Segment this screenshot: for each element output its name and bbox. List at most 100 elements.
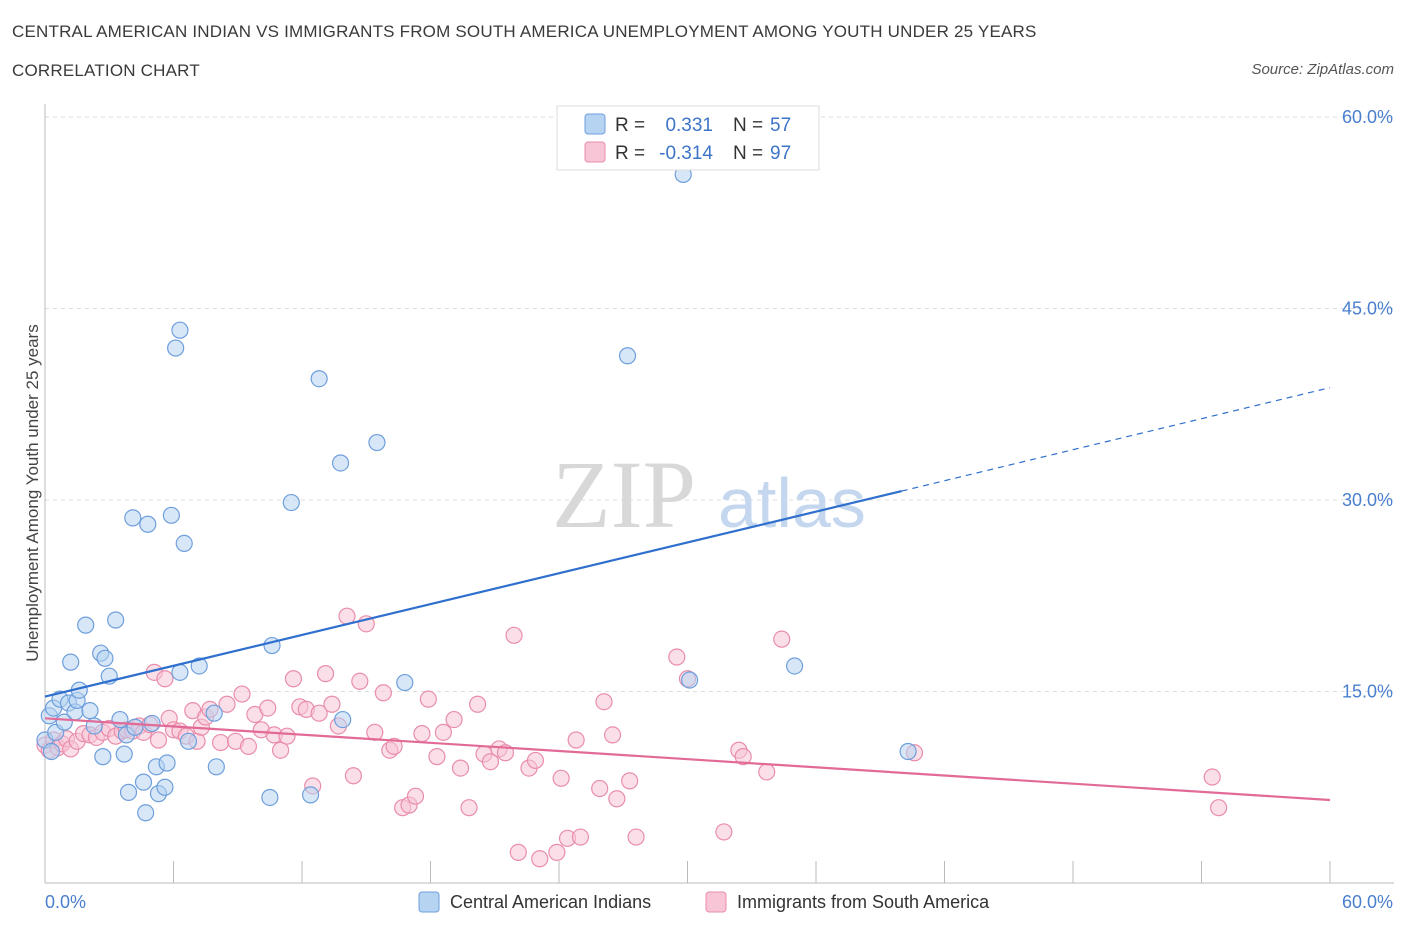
- trend-line-immigrants-from-south-america: [44, 717, 1331, 802]
- data-point-central-american-indians: [124, 509, 142, 527]
- data-point-immigrants-from-south-america: [385, 737, 403, 755]
- data-point-immigrants-from-south-america: [351, 672, 369, 690]
- data-point-central-american-indians: [94, 748, 112, 766]
- bottom-legend: Central American Indians Immigrants from…: [418, 891, 990, 913]
- data-point-central-american-indians: [139, 515, 157, 533]
- data-point-immigrants-from-south-america: [212, 733, 230, 752]
- data-point-immigrants-from-south-america: [773, 630, 791, 648]
- watermark-zip: ZIP: [552, 441, 696, 548]
- bottom-legend-swatch-blue: [418, 891, 440, 913]
- legend-n-label: N =: [733, 115, 763, 136]
- data-point-immigrants-from-south-america: [323, 695, 341, 713]
- watermark: ZIP atlas: [552, 441, 866, 548]
- data-point-central-american-indians: [134, 773, 153, 791]
- data-point-central-american-indians: [368, 433, 386, 452]
- data-point-immigrants-from-south-america: [310, 704, 328, 722]
- data-point-immigrants-from-south-america: [526, 751, 545, 770]
- data-point-central-american-indians: [42, 742, 61, 761]
- data-point-central-american-indians: [179, 732, 198, 750]
- y-tick-label: 60.0%: [1342, 107, 1393, 127]
- data-point-immigrants-from-south-america: [603, 726, 622, 744]
- legend-r-value-blue: 0.331: [665, 115, 713, 136]
- x-tick-label: 60.0%: [1342, 892, 1393, 912]
- legend-r-label: R =: [615, 115, 645, 136]
- data-point-central-american-indians: [55, 713, 73, 731]
- data-point-central-american-indians: [396, 673, 414, 692]
- data-point-immigrants-from-south-america: [591, 779, 609, 798]
- data-point-immigrants-from-south-america: [278, 727, 296, 745]
- data-point-immigrants-from-south-america: [627, 828, 645, 846]
- data-point-central-american-indians: [301, 786, 320, 804]
- legend-n-value-blue: 57: [770, 115, 791, 136]
- data-point-immigrants-from-south-america: [451, 759, 470, 777]
- data-point-immigrants-from-south-america: [460, 799, 478, 817]
- data-point-immigrants-from-south-america: [734, 748, 752, 766]
- data-point-immigrants-from-south-america: [271, 741, 290, 759]
- data-point-immigrants-from-south-america: [595, 693, 613, 711]
- bottom-legend-label-pink: Immigrants from South America: [737, 892, 990, 912]
- data-point-immigrants-from-south-america: [259, 699, 277, 717]
- data-point-immigrants-from-south-america: [445, 710, 463, 729]
- data-point-central-american-indians: [158, 754, 176, 772]
- grid: [45, 116, 1394, 692]
- data-point-central-american-indians: [162, 506, 180, 524]
- data-point-immigrants-from-south-america: [469, 695, 487, 713]
- series-central-american-indians: [36, 165, 917, 822]
- data-point-central-american-indians: [205, 704, 223, 722]
- data-point-central-american-indians: [156, 778, 174, 796]
- data-point-immigrants-from-south-america: [1210, 799, 1228, 817]
- legend-swatch-pink: [584, 141, 606, 163]
- data-point-immigrants-from-south-america: [413, 725, 431, 743]
- data-point-immigrants-from-south-america: [149, 731, 168, 749]
- data-point-central-american-indians: [334, 710, 352, 729]
- data-point-central-american-indians: [171, 321, 189, 339]
- legend-n-label: N =: [733, 143, 763, 164]
- data-point-central-american-indians: [785, 657, 804, 675]
- data-point-immigrants-from-south-america: [1203, 768, 1221, 786]
- data-point-central-american-indians: [77, 616, 95, 634]
- data-point-central-american-indians: [81, 702, 99, 720]
- legend-r-value-pink: -0.314: [659, 143, 713, 164]
- y-tick-label: 45.0%: [1342, 299, 1393, 319]
- y-axis-label: Unemployment Among Youth under 25 years: [23, 324, 42, 661]
- chart-subtitle: CORRELATION CHART: [12, 61, 200, 80]
- trend-line-central-american-indians-extension: [901, 387, 1331, 492]
- data-point-immigrants-from-south-america: [552, 769, 570, 787]
- legend-r-label: R =: [615, 143, 645, 164]
- data-point-central-american-indians: [111, 710, 129, 729]
- data-point-immigrants-from-south-america: [715, 823, 733, 841]
- data-point-central-american-indians: [143, 714, 161, 733]
- data-point-immigrants-from-south-america: [434, 723, 452, 741]
- data-point-immigrants-from-south-america: [571, 828, 590, 846]
- data-point-immigrants-from-south-america: [608, 790, 626, 808]
- data-point-immigrants-from-south-america: [344, 767, 362, 785]
- y-tick-labels: 15.0% 30.0% 45.0% 60.0%: [1342, 107, 1393, 702]
- data-point-central-american-indians: [331, 454, 350, 472]
- data-point-immigrants-from-south-america: [621, 772, 639, 790]
- data-point-immigrants-from-south-america: [548, 843, 566, 861]
- data-point-central-american-indians: [618, 347, 637, 365]
- trend-lines: [44, 387, 1331, 802]
- data-point-central-american-indians: [175, 534, 193, 553]
- series-immigrants-from-south-america: [36, 607, 1228, 868]
- source-credit: Source: ZipAtlas.com: [1251, 61, 1394, 78]
- data-point-immigrants-from-south-america: [316, 665, 335, 683]
- chart-title: CENTRAL AMERICAN INDIAN VS IMMIGRANTS FR…: [12, 22, 1037, 41]
- data-point-central-american-indians: [171, 663, 189, 681]
- x-tick-label: 0.0%: [45, 892, 86, 912]
- data-point-central-american-indians: [115, 745, 133, 763]
- data-point-central-american-indians: [137, 804, 155, 822]
- data-point-central-american-indians: [126, 718, 144, 736]
- data-point-immigrants-from-south-america: [233, 685, 251, 703]
- data-point-immigrants-from-south-america: [374, 684, 392, 702]
- bottom-legend-swatch-pink: [705, 891, 727, 913]
- legend-n-value-pink: 97: [770, 143, 791, 164]
- data-point-central-american-indians: [310, 370, 328, 388]
- data-point-immigrants-from-south-america: [156, 670, 174, 688]
- data-point-central-american-indians: [62, 653, 80, 671]
- data-point-central-american-indians: [119, 783, 138, 801]
- data-point-central-american-indians: [107, 611, 125, 629]
- data-point-immigrants-from-south-america: [509, 843, 527, 861]
- data-point-immigrants-from-south-america: [428, 748, 446, 766]
